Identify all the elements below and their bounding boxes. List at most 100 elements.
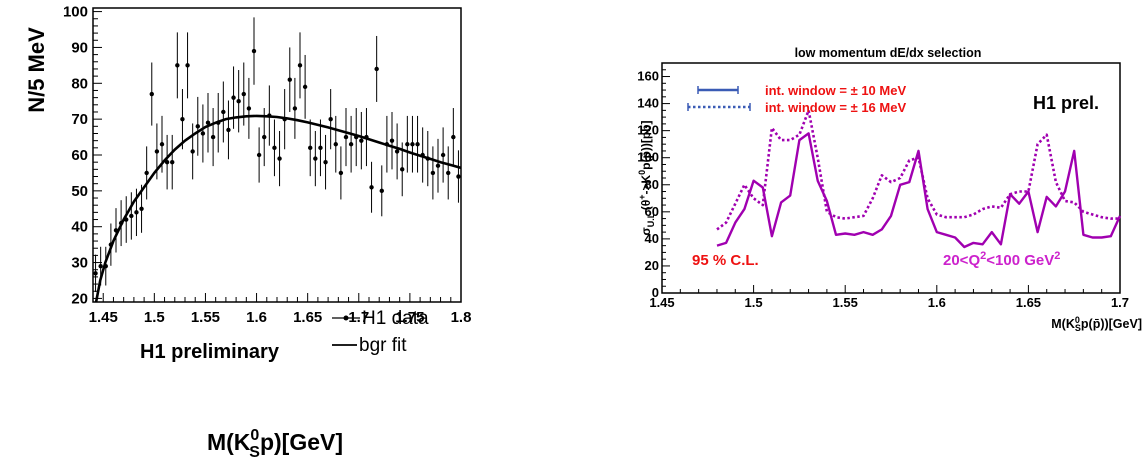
data-point xyxy=(185,63,190,68)
data-point xyxy=(231,95,236,100)
right-legend: int. window = ± 10 MeV int. window = ± 1… xyxy=(687,83,906,115)
data-point xyxy=(379,188,384,194)
x-tick-label: 1.55 xyxy=(833,295,858,310)
y-tick-label: 120 xyxy=(637,123,659,138)
right-chart: low momentum dE/dx selection 1.45 1.5 1.55… xyxy=(637,46,1142,333)
right-data xyxy=(716,109,1122,249)
x-tick-label: 1.5 xyxy=(144,309,165,326)
data-point xyxy=(318,145,323,151)
left-preliminary-label: H1 preliminary xyxy=(140,341,280,363)
x-tick-label: 1.7 xyxy=(1111,295,1129,310)
legend-data-marker-dot xyxy=(343,315,349,321)
data-point xyxy=(369,185,374,190)
confidence-level-label: 95 % C.L. xyxy=(692,252,759,269)
data-point xyxy=(348,142,354,147)
x-tick-label: 1.6 xyxy=(246,309,267,326)
data-point xyxy=(251,48,257,54)
y-tick-label: 20 xyxy=(645,258,659,273)
data-point xyxy=(389,138,395,143)
data-point xyxy=(246,106,252,111)
series-16mev-line xyxy=(716,109,1120,231)
data-point xyxy=(195,124,200,129)
data-point xyxy=(159,142,165,147)
fit-curve xyxy=(94,114,462,303)
data-point xyxy=(139,206,144,211)
y-tick-label: 90 xyxy=(71,39,88,56)
data-point xyxy=(205,120,211,125)
left-data xyxy=(93,17,462,303)
data-point xyxy=(430,170,436,176)
data-point xyxy=(175,63,180,68)
y-tick-label: 30 xyxy=(71,255,88,272)
data-point xyxy=(292,106,298,111)
right-chart-title: low momentum dE/dx selection xyxy=(795,46,982,60)
left-x-axis-label: M(K0 Sp)[GeV] xyxy=(207,427,343,461)
legend-entry-16mev: int. window = ± 16 MeV xyxy=(765,100,906,115)
data-point xyxy=(149,91,154,97)
data-point xyxy=(154,149,160,154)
x-tick-label: 1.8 xyxy=(451,309,472,326)
x-tick-label: 1.6 xyxy=(928,295,946,310)
y-tick-label: 50 xyxy=(71,183,88,200)
x-tick-label: 1.65 xyxy=(1016,295,1041,310)
data-point xyxy=(256,152,262,158)
x-tick-label: 1.45 xyxy=(89,309,118,326)
data-point xyxy=(415,142,420,147)
data-point xyxy=(262,134,267,140)
data-point xyxy=(333,142,338,147)
legend-solid-window-marker xyxy=(697,86,739,94)
y-tick-label: 40 xyxy=(645,231,659,246)
right-x-axis-label: M(K0 Sp(p̄))[GeV] xyxy=(1051,315,1142,333)
x-tick-label: 1.55 xyxy=(191,309,220,326)
data-point xyxy=(170,159,175,165)
data-point xyxy=(241,91,246,97)
data-point xyxy=(272,145,277,151)
data-point xyxy=(226,127,231,133)
y-tick-label: 20 xyxy=(71,290,88,307)
y-tick-label: 80 xyxy=(71,75,88,92)
series-10mev-line xyxy=(716,132,1122,249)
data-point xyxy=(129,213,134,219)
legend-dotted-window-marker xyxy=(687,103,751,111)
legend-entry-bgr-fit: bgr fit xyxy=(359,335,407,356)
data-point xyxy=(446,170,451,176)
x-tick-label: 1.65 xyxy=(293,309,322,326)
data-point xyxy=(435,163,441,168)
y-tick-label: 60 xyxy=(645,204,659,219)
data-point xyxy=(405,142,410,147)
data-point xyxy=(374,66,379,72)
data-point xyxy=(93,271,98,276)
x-tick-label: 1.75 xyxy=(395,309,424,326)
data-point xyxy=(180,116,185,122)
data-point xyxy=(400,167,405,172)
data-point xyxy=(328,116,333,122)
x-tick-label: 1.5 xyxy=(745,295,763,310)
x-tick-label: 1.45 xyxy=(649,295,674,310)
data-point xyxy=(323,159,328,165)
right-y-axis-label: σU.L.(θ+->K0p(p̄))[pb] xyxy=(637,121,656,236)
data-point xyxy=(210,134,216,140)
data-point xyxy=(410,142,415,147)
data-point xyxy=(338,170,344,176)
data-point xyxy=(456,174,461,179)
data-point xyxy=(164,159,170,165)
legend-entry-10mev: int. window = ± 10 MeV xyxy=(765,83,906,98)
data-point xyxy=(98,263,103,269)
y-tick-label: 0 xyxy=(652,285,659,300)
y-tick-label: 160 xyxy=(637,69,659,84)
data-point xyxy=(236,99,241,104)
right-axes: 1.45 1.5 1.55 1.6 1.65 1.7 0 20 40 60 80 100 120 140 1… xyxy=(637,62,1129,310)
y-tick-label: 100 xyxy=(637,150,659,165)
data-point xyxy=(343,134,349,140)
data-point xyxy=(134,210,139,215)
data-point xyxy=(221,109,226,115)
data-point xyxy=(144,170,149,176)
y-tick-label: 40 xyxy=(71,219,88,236)
right-preliminary-label: H1 prel. xyxy=(1033,93,1099,113)
data-point xyxy=(190,149,195,154)
left-chart: 1.45 1.5 1.55 1.6 1.65 1.7 1.75 1.8203040506070… xyxy=(24,4,471,461)
data-point xyxy=(277,156,282,161)
data-point xyxy=(200,131,206,136)
data-point xyxy=(297,63,303,68)
left-legend: H1 data bgr fit xyxy=(332,308,429,356)
